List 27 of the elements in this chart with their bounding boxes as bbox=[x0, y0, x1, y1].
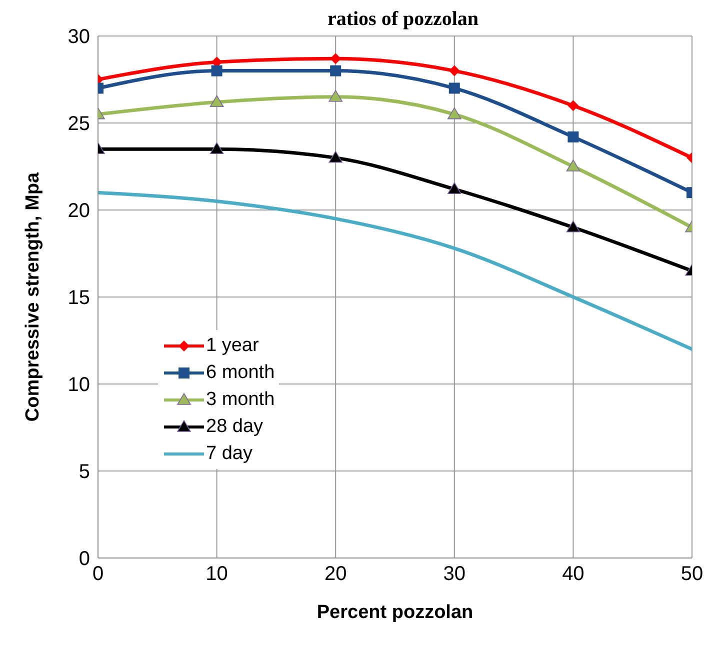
x-tick-label: 20 bbox=[324, 563, 347, 586]
legend-label: 28 day bbox=[206, 416, 264, 438]
legend-label: 1 year bbox=[206, 334, 259, 356]
point bbox=[328, 90, 342, 102]
x-axis-title: Percent pozzolan bbox=[316, 602, 474, 623]
y-tick-label: 20 bbox=[68, 200, 90, 222]
point bbox=[448, 65, 460, 76]
x-tick-label: 10 bbox=[206, 563, 228, 586]
x-tick-label: 40 bbox=[562, 563, 584, 586]
y-tick-label: 0 bbox=[78, 548, 90, 570]
x-tick-label: 50 bbox=[680, 563, 704, 586]
y-tick-label: 10 bbox=[68, 374, 90, 396]
point bbox=[448, 182, 462, 194]
chart-title: ratios of pozzolan bbox=[327, 8, 479, 30]
legend-label: 6 month bbox=[206, 362, 275, 384]
point bbox=[448, 107, 462, 120]
y-axis-title: Compressive strength, Mpa bbox=[22, 172, 44, 422]
y-tick-label: 5 bbox=[78, 461, 90, 484]
x-tick-label: 30 bbox=[443, 563, 466, 586]
y-tick-label: 25 bbox=[68, 113, 90, 136]
y-tick-label: 15 bbox=[68, 287, 90, 310]
legend-label: 7 day bbox=[206, 442, 252, 464]
y-tick-label: 30 bbox=[68, 26, 90, 48]
point bbox=[448, 82, 460, 94]
point bbox=[328, 150, 342, 163]
point bbox=[330, 65, 342, 76]
legend-label: 3 month bbox=[206, 388, 275, 410]
